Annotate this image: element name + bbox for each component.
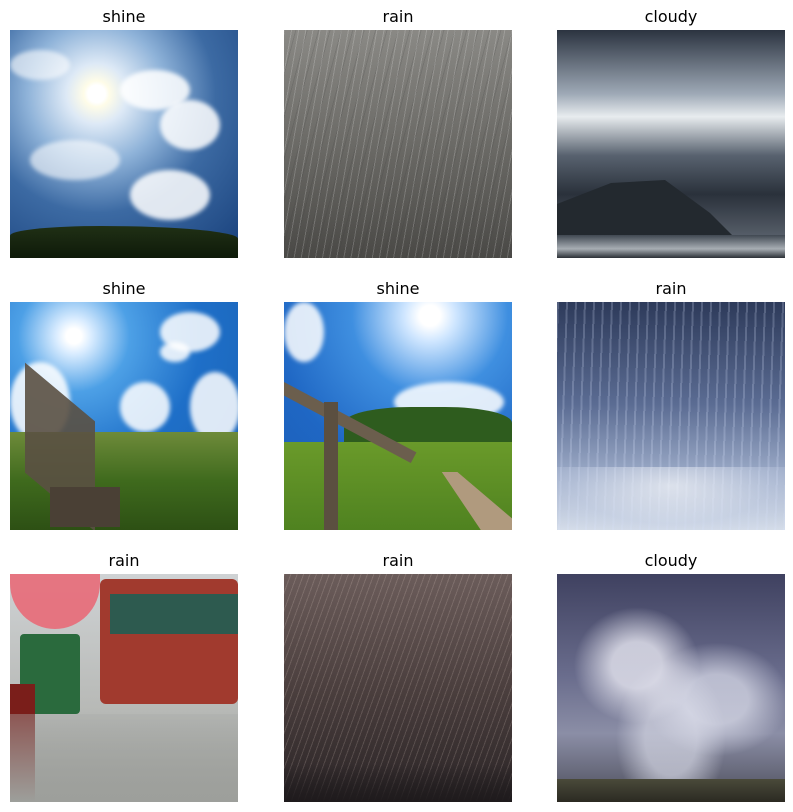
- panel-title: shine: [102, 7, 146, 26]
- panel-title: shine: [376, 279, 420, 298]
- panel-title: cloudy: [644, 7, 698, 26]
- weather-image-cloudy: [557, 30, 785, 258]
- weather-image-rain: [557, 302, 785, 530]
- panel-title: rain: [382, 551, 414, 570]
- weather-image-rain: [284, 574, 512, 802]
- panel-title: cloudy: [644, 551, 698, 570]
- panel-title: rain: [108, 551, 140, 570]
- weather-image-rain: [10, 574, 238, 802]
- panel-title: shine: [102, 279, 146, 298]
- weather-image-shine: [10, 302, 238, 530]
- weather-image-cloudy: [557, 574, 785, 802]
- weather-image-shine: [10, 30, 238, 258]
- panel-title: rain: [655, 279, 687, 298]
- panel-title: rain: [382, 7, 414, 26]
- weather-image-rain: [284, 30, 512, 258]
- weather-image-shine: [284, 302, 512, 530]
